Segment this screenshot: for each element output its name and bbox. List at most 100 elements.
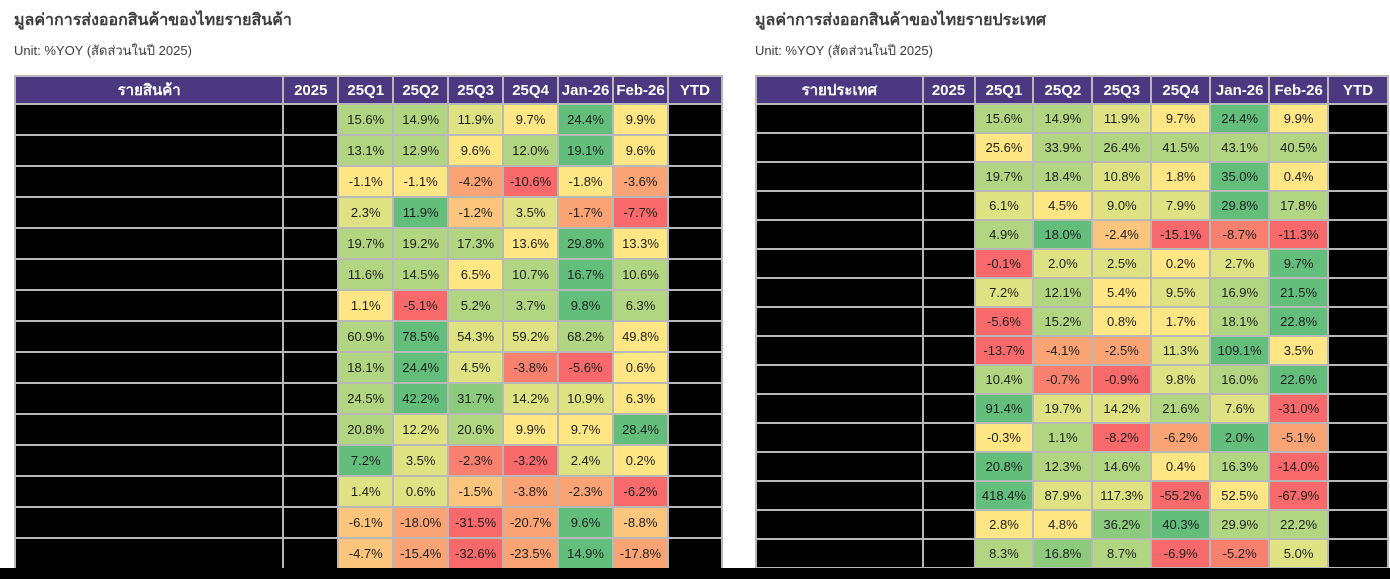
redacted-cell — [667, 444, 723, 477]
heatmap-cell: -2.3% — [557, 475, 615, 508]
redacted-cell — [1327, 248, 1389, 279]
heatmap-cell: 3.7% — [502, 289, 560, 322]
redacted-cell — [1327, 480, 1389, 511]
column-header: 2025 — [282, 75, 340, 105]
column-header: Feb-26 — [612, 75, 669, 105]
heatmap-cell: 10.8% — [1091, 161, 1153, 192]
redacted-cell — [921, 132, 976, 163]
heatmap-cell: 1.7% — [1150, 306, 1212, 337]
redacted-cell — [921, 306, 976, 337]
heatmap-cell: 7.2% — [337, 444, 395, 477]
heatmap-cell: 19.7% — [973, 161, 1035, 192]
redacted-cell — [282, 351, 340, 384]
table-row: 10.4% -0.7% -0.9% 9.8% 16.0% 22.6% — [755, 364, 1389, 395]
table-row: 18.1% 24.4% 4.5% -3.8% -5.6% 0.6% — [13, 351, 723, 384]
redacted-cell — [755, 364, 924, 395]
heatmap-cell: -4.1% — [1032, 335, 1094, 366]
heatmap-cell: 9.7% — [502, 103, 560, 136]
heatmap-cell: 16.7% — [557, 258, 615, 291]
table-row: 1.4% 0.6% -1.5% -3.8% -2.3% -6.2% — [13, 475, 723, 508]
heatmap-cell: 31.7% — [447, 382, 505, 415]
heatmap-cell: 117.3% — [1091, 480, 1153, 511]
redacted-cell — [282, 258, 340, 291]
heatmap-cell: 42.2% — [392, 382, 450, 415]
heatmap-cell: 68.2% — [557, 320, 615, 353]
redacted-cell — [13, 382, 285, 415]
heatmap-cell: -8.8% — [612, 506, 669, 539]
column-header: YTD — [1327, 75, 1389, 105]
column-header: 25Q4 — [1150, 75, 1212, 105]
heatmap-cell: 20.8% — [337, 413, 395, 446]
heatmap-cell: -5.6% — [557, 351, 615, 384]
heatmap-cell: 40.5% — [1268, 132, 1330, 163]
heatmap-cell: 9.9% — [612, 103, 669, 136]
redacted-cell — [13, 537, 285, 570]
heatmap-cell: -6.9% — [1150, 538, 1212, 569]
redacted-cell — [1327, 277, 1389, 308]
heatmap-cell: 7.9% — [1150, 190, 1212, 221]
heatmap-cell: 19.1% — [557, 134, 615, 167]
heatmap-cell: 18.4% — [1032, 161, 1094, 192]
heatmap-cell: -3.2% — [502, 444, 560, 477]
heatmap-cell: 0.4% — [1150, 451, 1212, 482]
redacted-cell — [755, 306, 924, 337]
redacted-cell — [13, 134, 285, 167]
redacted-cell — [1327, 393, 1389, 424]
heatmap-cell: -6.2% — [1150, 422, 1212, 453]
table-row: -4.7% -15.4% -32.6% -23.5% 14.9% -17.8% — [13, 537, 723, 570]
heatmap-cell: 4.8% — [1032, 509, 1094, 540]
heatmap-cell: 15.6% — [973, 103, 1035, 134]
heatmap-cell: 2.3% — [337, 196, 395, 229]
redacted-cell — [755, 103, 924, 134]
heatmap-cell: 15.6% — [337, 103, 395, 136]
redacted-cell — [755, 132, 924, 163]
products-table-title: มูลค่าการส่งออกสินค้าของไทยรายสินค้า — [14, 12, 292, 29]
column-header: รายประเทศ — [755, 75, 924, 105]
column-header: 25Q2 — [1032, 75, 1094, 105]
heatmap-cell: -67.9% — [1268, 480, 1330, 511]
heatmap-cell: -2.4% — [1091, 219, 1153, 250]
redacted-cell — [282, 103, 340, 136]
heatmap-cell: -1.8% — [557, 165, 615, 198]
heatmap-cell: 0.2% — [1150, 248, 1212, 279]
heatmap-cell: -5.1% — [392, 289, 450, 322]
heatmap-cell: 24.4% — [1209, 103, 1271, 134]
redacted-cell — [667, 320, 723, 353]
heatmap-cell: 12.2% — [392, 413, 450, 446]
redacted-cell — [667, 351, 723, 384]
heatmap-cell: 14.5% — [392, 258, 450, 291]
heatmap-cell: 9.6% — [612, 134, 669, 167]
heatmap-cell: 49.8% — [612, 320, 669, 353]
heatmap-cell: 36.2% — [1091, 509, 1153, 540]
redacted-cell — [667, 134, 723, 167]
redacted-cell — [755, 277, 924, 308]
redacted-cell — [13, 103, 285, 136]
redacted-cell — [13, 351, 285, 384]
redacted-cell — [921, 190, 976, 221]
table-row: 19.7% 18.4% 10.8% 1.8% 35.0% 0.4% — [755, 161, 1389, 192]
heatmap-cell: -11.3% — [1268, 219, 1330, 250]
heatmap-cell: 59.2% — [502, 320, 560, 353]
table-row: 1.1% -5.1% 5.2% 3.7% 9.8% 6.3% — [13, 289, 723, 322]
redacted-cell — [282, 227, 340, 260]
heatmap-cell: 6.1% — [973, 190, 1035, 221]
heatmap-cell: 29.9% — [1209, 509, 1271, 540]
redacted-cell — [755, 219, 924, 250]
heatmap-cell: 10.9% — [557, 382, 615, 415]
table-row: 7.2% 12.1% 5.4% 9.5% 16.9% 21.5% — [755, 277, 1389, 308]
table-row: 15.6% 14.9% 11.9% 9.7% 24.4% 9.9% — [13, 103, 723, 136]
heatmap-cell: 7.2% — [973, 277, 1035, 308]
heatmap-cell: 14.9% — [392, 103, 450, 136]
heatmap-cell: 40.3% — [1150, 509, 1212, 540]
redacted-cell — [1327, 364, 1389, 395]
heatmap-cell: 60.9% — [337, 320, 395, 353]
heatmap-cell: 4.5% — [1032, 190, 1094, 221]
redacted-cell — [921, 335, 976, 366]
column-header: Feb-26 — [1268, 75, 1330, 105]
heatmap-cell: 9.9% — [1268, 103, 1330, 134]
redacted-cell — [667, 196, 723, 229]
redacted-cell — [13, 475, 285, 508]
redacted-cell — [755, 509, 924, 540]
heatmap-cell: 22.8% — [1268, 306, 1330, 337]
redacted-cell — [1327, 306, 1389, 337]
